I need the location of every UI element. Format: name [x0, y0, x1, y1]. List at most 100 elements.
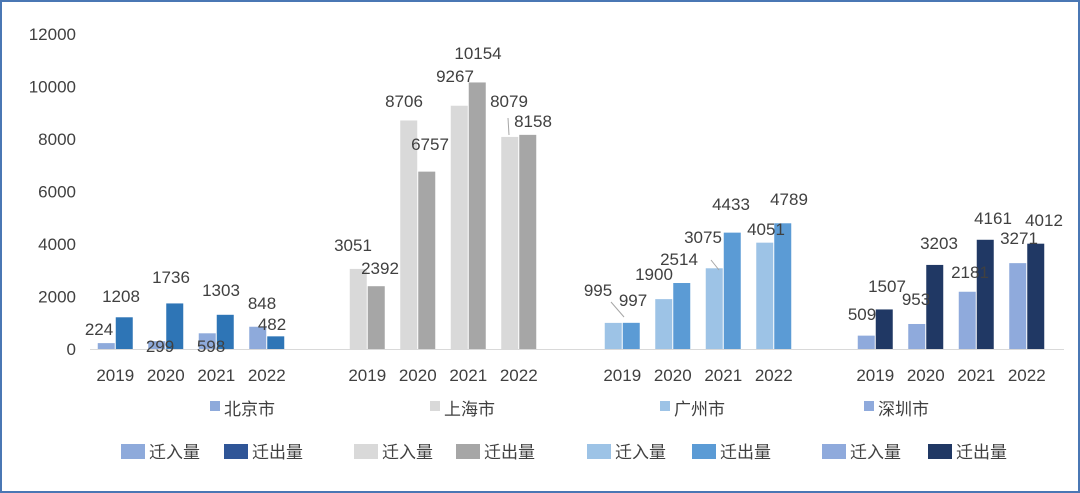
data-label: 3271	[1000, 229, 1038, 248]
bar-out-上海市-2021	[468, 82, 486, 350]
bar-out-北京市-2019	[115, 317, 133, 349]
data-label: 9267	[436, 67, 474, 86]
bar-in-上海市-2021	[450, 105, 468, 350]
data-label: 953	[902, 290, 930, 309]
data-label: 4051	[747, 220, 785, 239]
bar-out-深圳市-2019	[875, 309, 893, 349]
data-label: 4161	[974, 209, 1012, 228]
bar-out-广州市-2020	[673, 283, 691, 349]
bar-in-广州市-2022	[756, 242, 774, 349]
legend-swatch	[354, 444, 378, 459]
legend-swatch-北京市	[210, 401, 220, 411]
data-label: 8706	[385, 92, 423, 111]
legend-swatch	[456, 444, 480, 459]
leader-line	[610, 301, 625, 318]
bar-in-深圳市-2019	[857, 335, 875, 349]
bar-out-北京市-2021	[216, 314, 234, 349]
x-tick-label: 2020	[147, 366, 185, 385]
legend-swatch	[121, 444, 145, 459]
x-tick-label: 2022	[1008, 366, 1046, 385]
legend-label: 迁入量	[850, 443, 901, 462]
bar-out-上海市-2019	[367, 286, 385, 349]
data-label: 299	[146, 337, 174, 356]
data-label: 2392	[361, 259, 399, 278]
data-label: 2514	[660, 250, 698, 269]
watermark-logo-icon	[20, 462, 40, 482]
y-tick-label: 8000	[38, 130, 76, 149]
bar-in-北京市-2019	[97, 343, 115, 349]
data-label: 1208	[102, 287, 140, 306]
data-label: 997	[619, 291, 647, 310]
legend-swatch	[224, 444, 248, 459]
bar-out-北京市-2020	[166, 303, 184, 349]
legend-label: 迁出量	[956, 443, 1007, 462]
legend-swatch	[928, 444, 952, 459]
bar-out-上海市-2022	[519, 134, 537, 349]
bar-out-深圳市-2021	[976, 239, 994, 349]
bar-out-深圳市-2020	[926, 264, 944, 349]
x-tick-label: 2019	[348, 366, 386, 385]
data-label: 8158	[514, 112, 552, 131]
x-tick-label: 2022	[755, 366, 793, 385]
x-tick-label: 2022	[500, 366, 538, 385]
bar-in-广州市-2021	[705, 268, 723, 349]
x-tick-label: 2021	[704, 366, 742, 385]
data-label: 1900	[635, 265, 673, 284]
y-tick-label: 12000	[29, 25, 76, 44]
bar-out-北京市-2022	[267, 336, 285, 349]
bar-in-上海市-2019	[349, 268, 367, 349]
x-tick-label: 2019	[856, 366, 894, 385]
data-label: 224	[85, 320, 113, 339]
x-tick-label: 2022	[248, 366, 286, 385]
data-label: 482	[258, 315, 286, 334]
x-tick-label: 2020	[654, 366, 692, 385]
bar-in-深圳市-2021	[958, 291, 976, 349]
y-tick-label: 6000	[38, 183, 76, 202]
x-tick-label: 2020	[399, 366, 437, 385]
x-tick-label: 2021	[957, 366, 995, 385]
data-label: 4789	[770, 190, 808, 209]
legend-swatch	[822, 444, 846, 459]
x-tick-label: 2019	[96, 366, 134, 385]
watermark-logo-icon	[37, 464, 49, 476]
bar-out-广州市-2019	[622, 322, 640, 349]
legend-label: 迁入量	[382, 443, 433, 462]
data-label: 848	[248, 294, 276, 313]
data-label: 4012	[1025, 211, 1063, 230]
bar-out-广州市-2021	[723, 232, 741, 349]
legend-label: 迁入量	[615, 443, 666, 462]
bar-in-深圳市-2020	[908, 323, 926, 349]
data-label: 8079	[490, 92, 528, 111]
legend-swatch	[587, 444, 611, 459]
y-tick-label: 2000	[38, 288, 76, 307]
data-label: 598	[197, 337, 225, 356]
data-label: 3051	[334, 236, 372, 255]
bar-in-北京市-2021	[198, 333, 216, 349]
legend-label: 深圳市	[878, 400, 929, 419]
legend-label: 上海市	[444, 400, 495, 419]
bar-out-上海市-2020	[418, 171, 436, 349]
y-tick-label: 10000	[29, 78, 76, 97]
bar-in-北京市-2022	[249, 326, 267, 349]
data-label: 10154	[454, 44, 501, 63]
bar-in-深圳市-2022	[1009, 263, 1027, 349]
bar-out-深圳市-2022	[1027, 243, 1045, 349]
legend-label: 迁入量	[149, 443, 200, 462]
x-tick-label: 2020	[907, 366, 945, 385]
data-label: 4433	[712, 195, 750, 214]
x-tick-label: 2021	[449, 366, 487, 385]
legend-swatch-深圳市	[864, 401, 874, 411]
legend-label: 北京市	[224, 400, 275, 419]
y-tick-label: 0	[67, 340, 76, 359]
legend-swatch-广州市	[660, 401, 670, 411]
legend-label: 迁出量	[252, 443, 303, 462]
bar-in-广州市-2020	[655, 299, 673, 349]
leader-line	[507, 117, 510, 136]
data-label: 3075	[684, 228, 722, 247]
leader-line	[710, 259, 720, 271]
data-label: 3203	[920, 234, 958, 253]
legend-swatch	[692, 444, 716, 459]
legend-label: 迁出量	[720, 443, 771, 462]
